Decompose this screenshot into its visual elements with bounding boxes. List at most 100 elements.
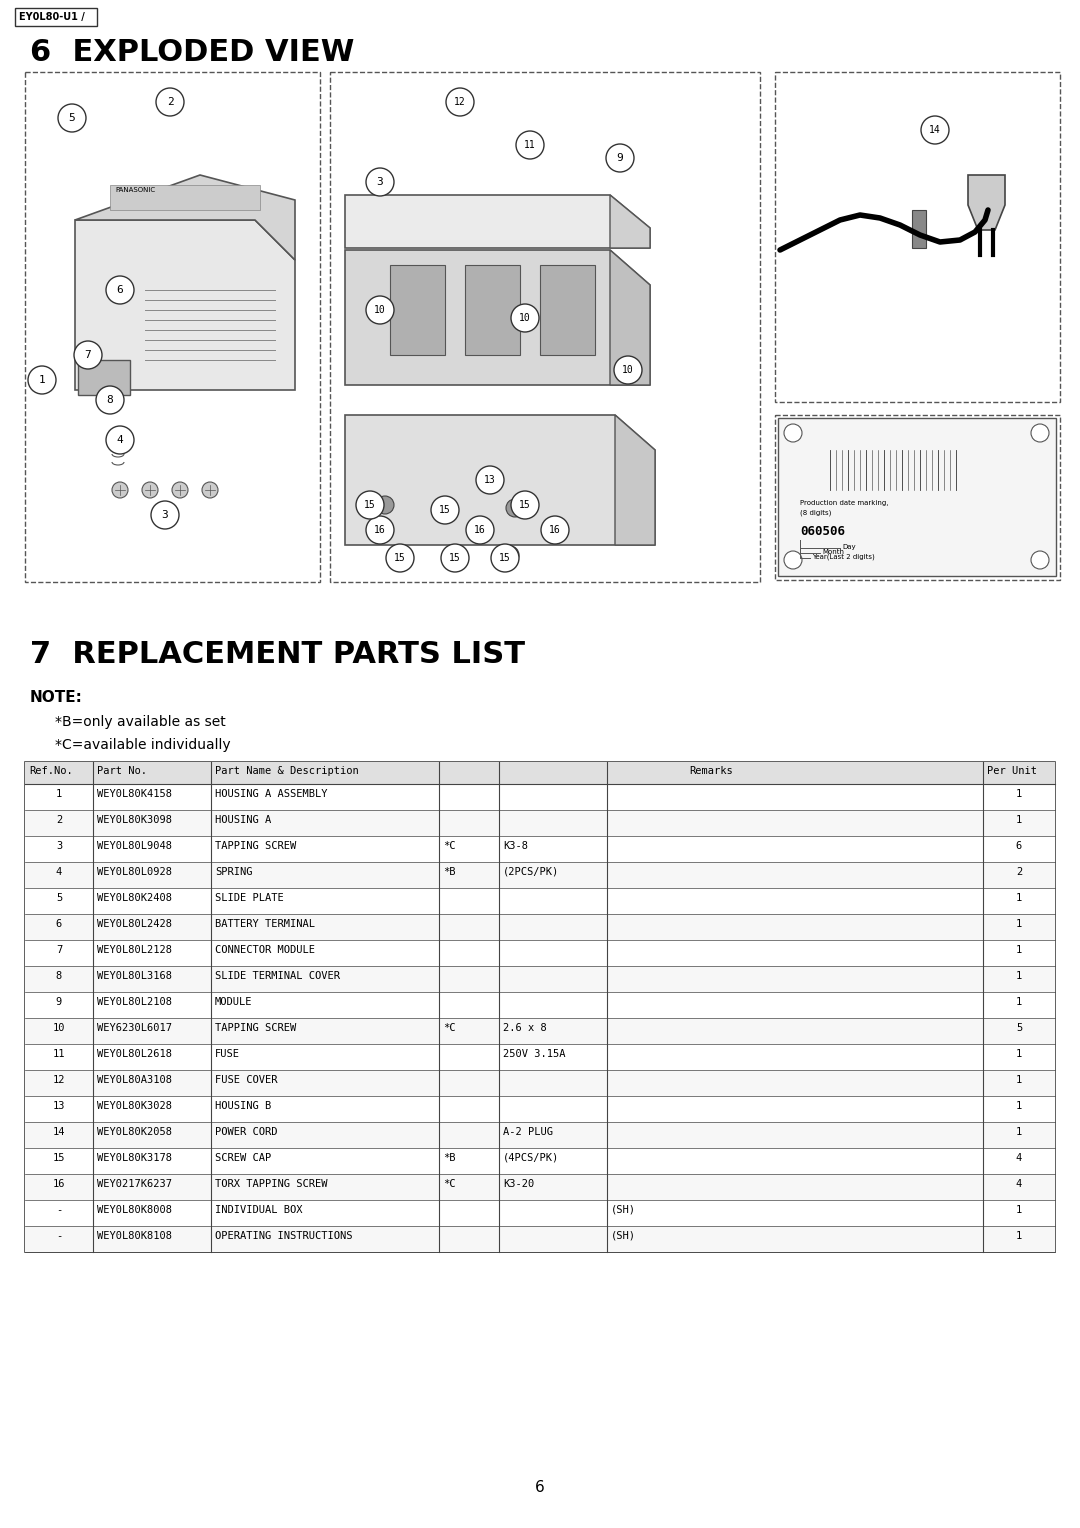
Circle shape	[106, 426, 134, 454]
Text: *B: *B	[443, 1154, 456, 1163]
Text: 1: 1	[1016, 1128, 1022, 1137]
Text: 10: 10	[374, 306, 386, 315]
Bar	[25, 914, 1055, 940]
Text: K3-20: K3-20	[503, 1180, 535, 1189]
Text: K3-8: K3-8	[503, 840, 528, 851]
Circle shape	[172, 481, 188, 498]
Circle shape	[106, 277, 134, 304]
Text: 1: 1	[1016, 996, 1022, 1007]
Text: WEY0L80K3098: WEY0L80K3098	[97, 814, 172, 825]
Text: WEY0L80K4158: WEY0L80K4158	[97, 788, 172, 799]
Text: 2: 2	[56, 814, 63, 825]
Text: Remarks: Remarks	[689, 766, 733, 776]
Text: 13: 13	[53, 1102, 65, 1111]
Text: 2: 2	[166, 96, 174, 107]
Polygon shape	[345, 251, 650, 385]
Text: WEY0L80L2128: WEY0L80L2128	[97, 944, 172, 955]
Text: SPRING: SPRING	[215, 866, 253, 877]
Bar	[25, 1070, 1055, 1096]
Text: WEY0L80L2428: WEY0L80L2428	[97, 918, 172, 929]
Text: 5: 5	[69, 113, 76, 122]
Bar	[540, 264, 595, 354]
Text: 12: 12	[53, 1076, 65, 1085]
Text: 7  REPLACEMENT PARTS LIST: 7 REPLACEMENT PARTS LIST	[30, 640, 525, 669]
Bar	[25, 992, 1055, 1018]
Text: -: -	[56, 1232, 63, 1241]
Circle shape	[366, 168, 394, 196]
Text: WEY0L80L2618: WEY0L80L2618	[97, 1050, 172, 1059]
Text: WEY0L80A3108: WEY0L80A3108	[97, 1076, 172, 1085]
Circle shape	[784, 552, 802, 568]
Text: 8: 8	[107, 396, 113, 405]
Text: WEY0L80L2108: WEY0L80L2108	[97, 996, 172, 1007]
Bar	[25, 72, 320, 582]
Text: 1: 1	[1016, 1076, 1022, 1085]
Text: 2: 2	[1016, 866, 1022, 877]
Text: 4: 4	[1016, 1180, 1022, 1189]
Text: 15: 15	[53, 1154, 65, 1163]
Circle shape	[446, 545, 464, 564]
Text: 16: 16	[374, 526, 386, 535]
Circle shape	[75, 341, 102, 368]
Text: Per Unit: Per Unit	[987, 766, 1037, 776]
Bar	[390, 264, 445, 354]
Text: 15: 15	[519, 500, 531, 510]
Circle shape	[96, 387, 124, 414]
Text: 7: 7	[84, 350, 92, 361]
Text: WEY0L80K8008: WEY0L80K8008	[97, 1206, 172, 1215]
Bar	[465, 264, 519, 354]
Bar	[912, 209, 926, 248]
Text: INDIVIDUAL BOX: INDIVIDUAL BOX	[215, 1206, 302, 1215]
Text: 250V 3.15A: 250V 3.15A	[503, 1050, 566, 1059]
Circle shape	[58, 104, 86, 131]
Circle shape	[356, 490, 384, 520]
Text: 2.6 x 8: 2.6 x 8	[503, 1024, 546, 1033]
Text: 15: 15	[440, 504, 450, 515]
Text: PANASONIC: PANASONIC	[114, 186, 156, 193]
Text: 15: 15	[449, 553, 461, 562]
Circle shape	[372, 521, 384, 535]
Bar	[25, 862, 1055, 888]
Text: WEY0L80K2408: WEY0L80K2408	[97, 892, 172, 903]
Text: 16: 16	[53, 1180, 65, 1189]
Text: 4: 4	[1016, 1154, 1022, 1163]
Bar	[25, 1096, 1055, 1122]
Text: 1: 1	[1016, 1232, 1022, 1241]
Text: 8: 8	[56, 970, 63, 981]
Text: TORX TAPPING SCREW: TORX TAPPING SCREW	[215, 1180, 327, 1189]
Text: 14: 14	[929, 125, 941, 134]
Text: Part Name & Description: Part Name & Description	[215, 766, 359, 776]
Text: 1: 1	[56, 788, 63, 799]
Text: 060506: 060506	[800, 526, 845, 538]
Text: SCREW CAP: SCREW CAP	[215, 1154, 271, 1163]
Text: (4PCS/PK): (4PCS/PK)	[503, 1154, 559, 1163]
Circle shape	[366, 296, 394, 324]
Text: *C: *C	[443, 1024, 456, 1033]
Circle shape	[516, 131, 544, 159]
Text: 15: 15	[499, 553, 511, 562]
Circle shape	[473, 521, 487, 535]
Circle shape	[784, 423, 802, 442]
Text: 11: 11	[53, 1050, 65, 1059]
Text: -: -	[56, 1206, 63, 1215]
Circle shape	[491, 544, 519, 571]
Polygon shape	[78, 361, 130, 396]
Circle shape	[28, 367, 56, 394]
Text: 3: 3	[56, 840, 63, 851]
Text: EY0L80-U1 /: EY0L80-U1 /	[19, 12, 84, 21]
Text: 6: 6	[1016, 840, 1022, 851]
Text: 1: 1	[1016, 1102, 1022, 1111]
Bar	[25, 1199, 1055, 1225]
Bar	[775, 416, 1059, 581]
Text: CONNECTOR MODULE: CONNECTOR MODULE	[215, 944, 315, 955]
Text: Ref.No.: Ref.No.	[29, 766, 72, 776]
Polygon shape	[345, 196, 650, 248]
Circle shape	[511, 304, 539, 332]
Text: WEY0217K6237: WEY0217K6237	[97, 1180, 172, 1189]
Circle shape	[465, 516, 494, 544]
Text: 1: 1	[1016, 944, 1022, 955]
Circle shape	[921, 116, 949, 144]
Circle shape	[615, 356, 642, 384]
Text: Month: Month	[822, 549, 843, 555]
Text: FUSE COVER: FUSE COVER	[215, 1076, 278, 1085]
